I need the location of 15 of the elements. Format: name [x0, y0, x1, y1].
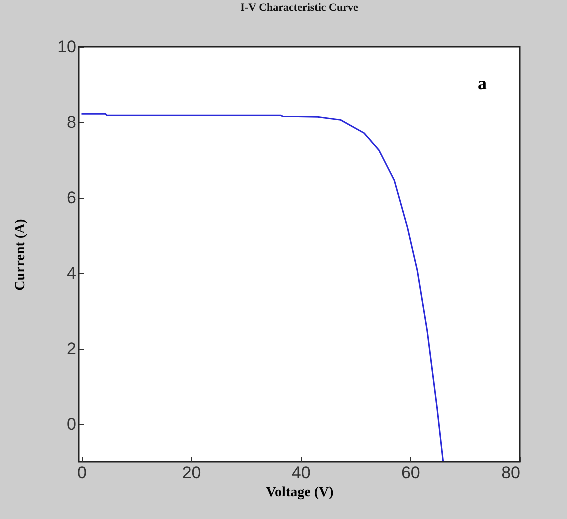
x-tick-label: 80 — [502, 464, 520, 482]
y-tick-label: 10 — [58, 38, 76, 56]
y-axis-title: Current (A) — [14, 218, 29, 291]
y-tick-label: 2 — [67, 339, 76, 358]
x-tick-label: 60 — [401, 464, 420, 482]
x-tick-label: 40 — [292, 464, 311, 482]
y-tick-label: 0 — [67, 414, 76, 434]
annotation: a — [478, 73, 488, 94]
chart-title: I-V Characteristic Curve — [240, 2, 358, 14]
y-tick-label: 4 — [67, 264, 76, 283]
y-tick-label: 6 — [67, 188, 76, 208]
y-tick-label: 8 — [67, 112, 76, 132]
line-series — [80, 113, 444, 462]
x-axis-title: Voltage (V) — [266, 486, 334, 500]
x-tick-label: 20 — [182, 464, 202, 482]
